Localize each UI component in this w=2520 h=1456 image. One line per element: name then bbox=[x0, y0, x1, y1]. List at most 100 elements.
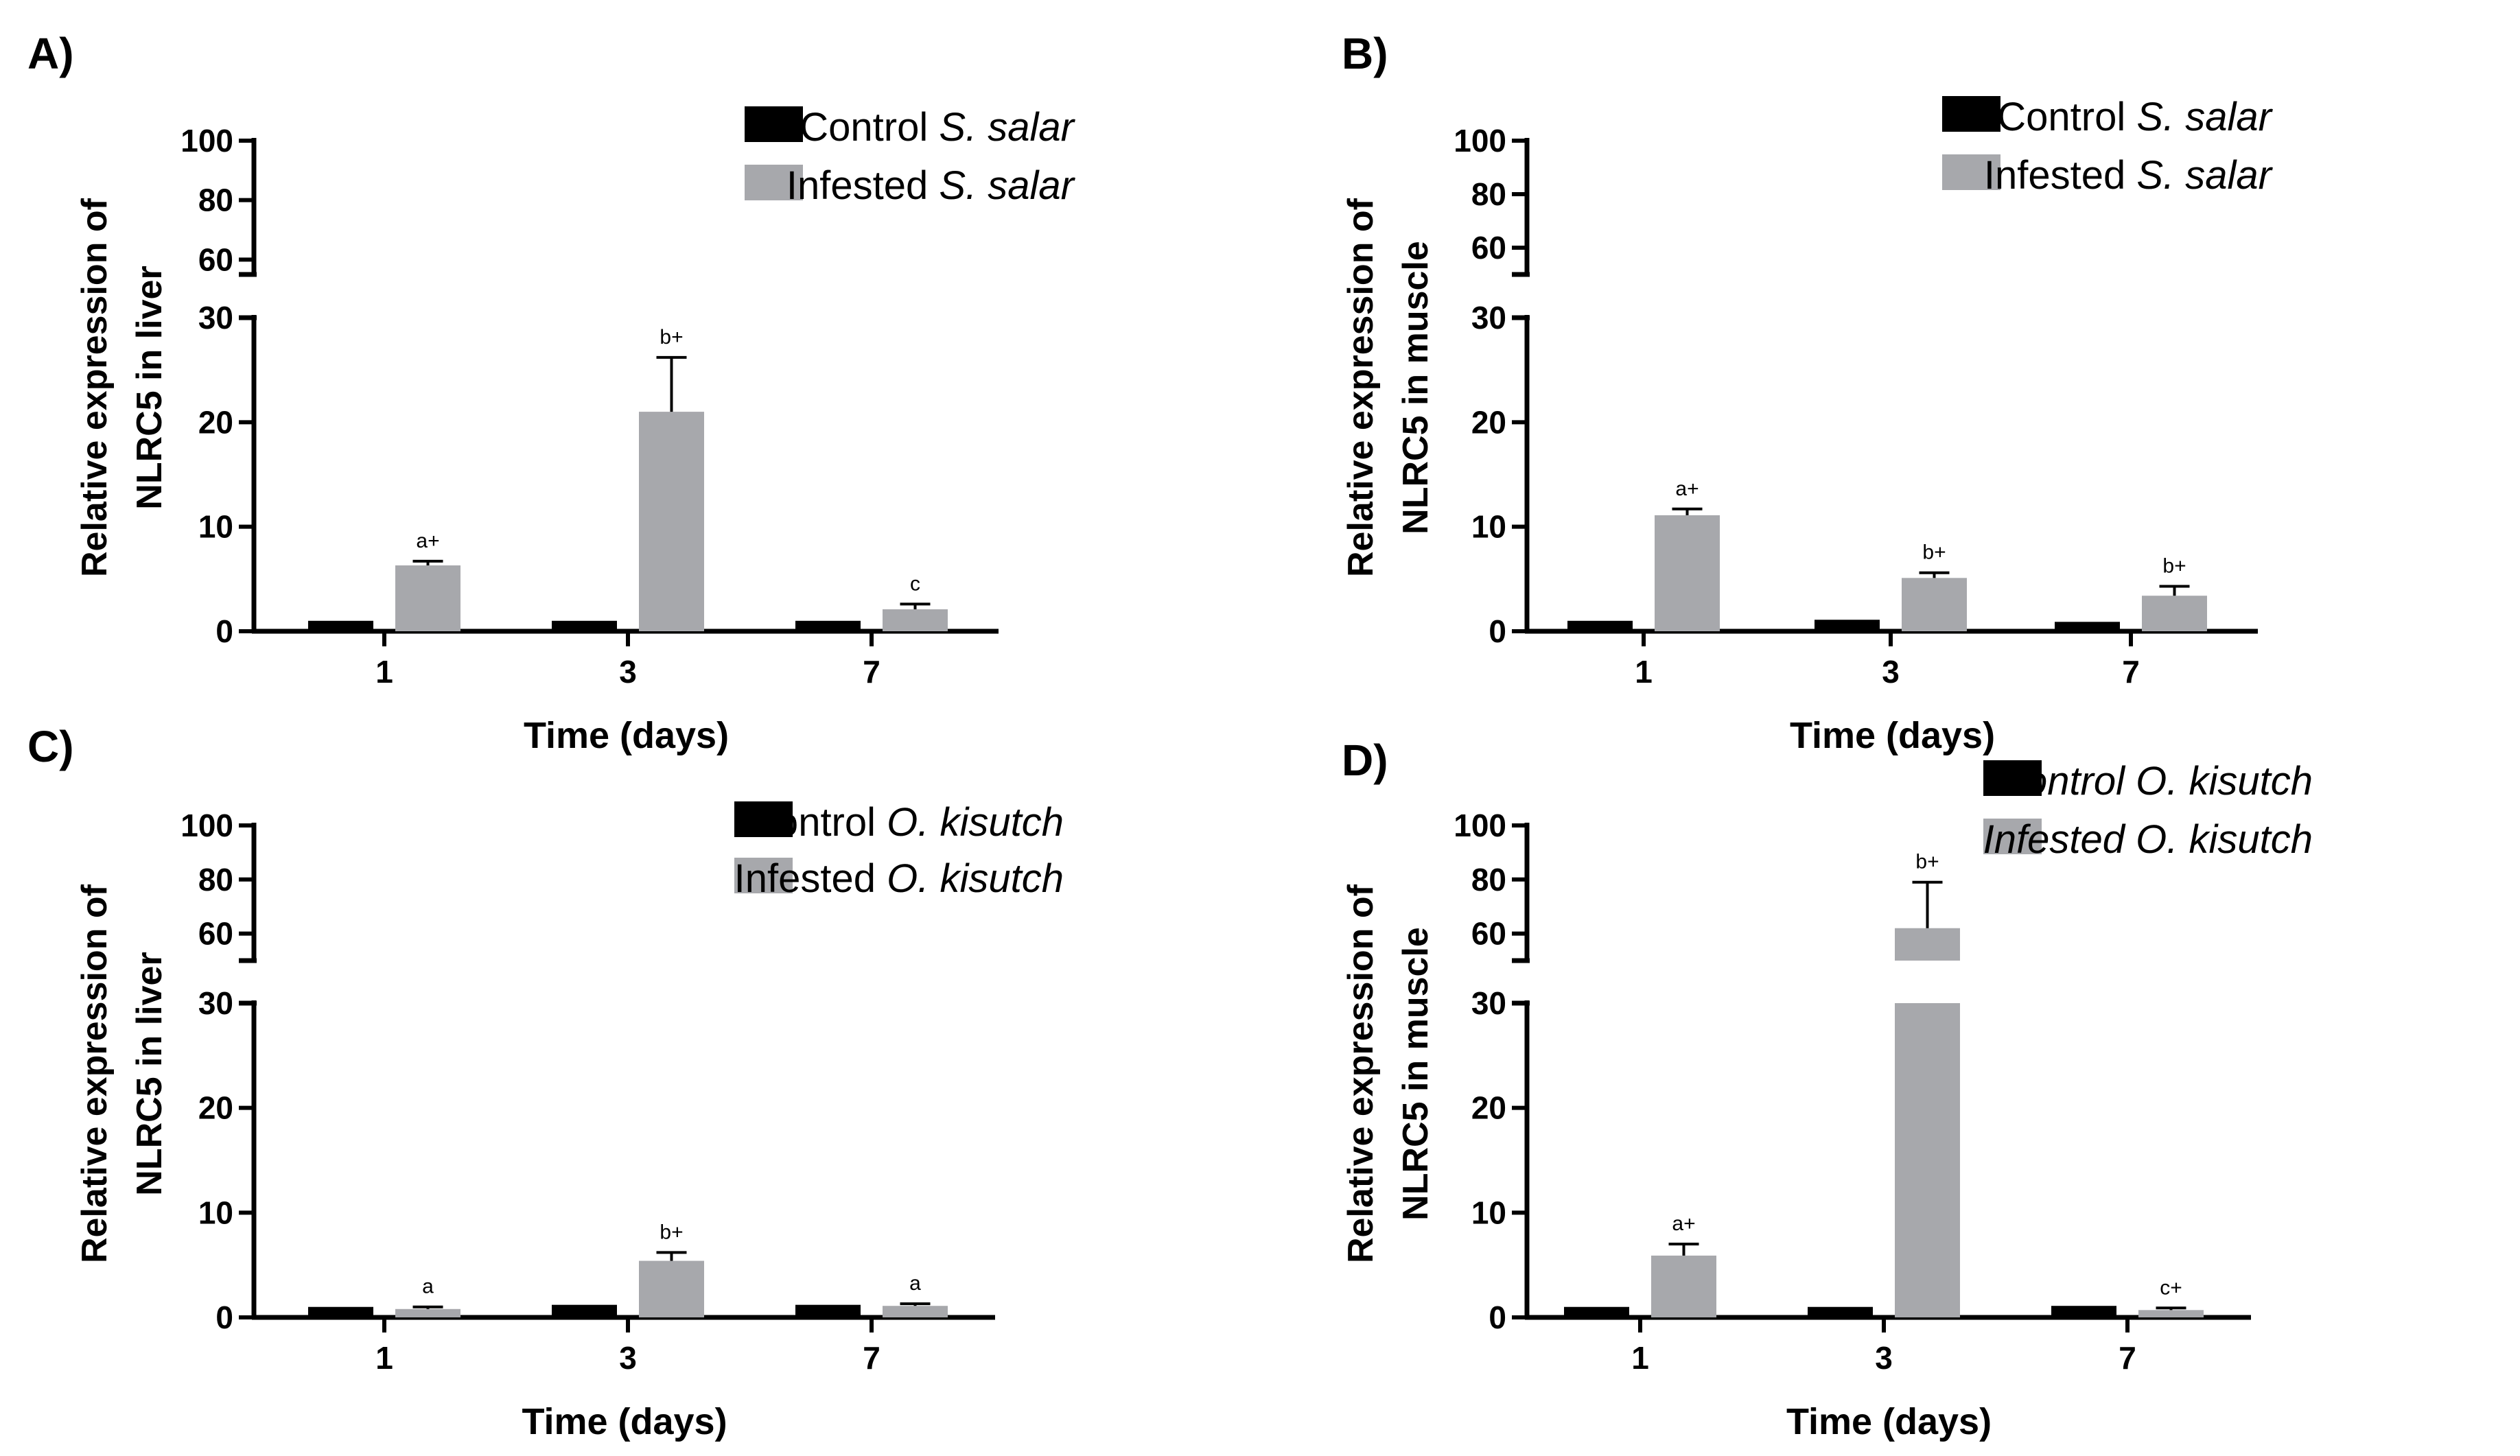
y-tick-label: 60 bbox=[198, 916, 233, 952]
significance-label: c bbox=[910, 572, 920, 595]
bar bbox=[2142, 596, 2207, 631]
legend-entry: Control O. kisutch bbox=[1996, 759, 2313, 803]
panel-label: D) bbox=[1342, 736, 1388, 785]
y-tick-label: 80 bbox=[198, 183, 233, 218]
y-tick-label: 100 bbox=[180, 123, 233, 158]
x-tick-label: 1 bbox=[1631, 1340, 1649, 1376]
legend-text: Infested bbox=[786, 163, 939, 208]
legend-entry: Infested O. kisutch bbox=[734, 856, 1064, 901]
y-tick-label: 30 bbox=[1471, 985, 1506, 1021]
panel-d: D) 0 10 20 30 60 80 100 Relative expression of NL… bbox=[1341, 736, 2313, 1442]
legend-text: Control bbox=[1997, 95, 2136, 139]
bar bbox=[2138, 1310, 2204, 1317]
significance-label: a+ bbox=[1675, 478, 1699, 500]
y-tick-label: 80 bbox=[1471, 862, 1506, 897]
legend-swatch-control bbox=[1942, 96, 2000, 132]
bar bbox=[395, 1308, 460, 1317]
significance-label: a bbox=[909, 1272, 921, 1295]
significance-label: a+ bbox=[1672, 1212, 1695, 1235]
legend-species: S. salar bbox=[2136, 95, 2273, 139]
panel-label: A) bbox=[27, 29, 74, 78]
x-axis-label: Time (days) bbox=[524, 715, 729, 756]
y-tick-label: 10 bbox=[1471, 1195, 1506, 1230]
legend-entry: Control S. salar bbox=[1997, 95, 2273, 139]
bar bbox=[2055, 622, 2120, 631]
y-tick-label: 30 bbox=[1471, 300, 1506, 336]
x-tick-label: 7 bbox=[863, 1340, 880, 1376]
legend-swatch-infested bbox=[1942, 154, 2000, 190]
significance-label: b+ bbox=[2162, 554, 2186, 577]
y-axis-label: Relative expression of bbox=[75, 198, 115, 577]
bar bbox=[2051, 1306, 2116, 1317]
y-tick-label: 100 bbox=[180, 808, 233, 843]
x-tick-label: 7 bbox=[2122, 654, 2140, 690]
legend-swatch-infested bbox=[745, 165, 803, 200]
significance-label: c+ bbox=[2160, 1276, 2182, 1299]
y-tick-label: 10 bbox=[198, 1195, 233, 1230]
x-tick-label: 3 bbox=[619, 654, 637, 690]
significance-label: b+ bbox=[1915, 851, 1939, 873]
y-tick-label: 0 bbox=[215, 613, 233, 649]
legend-entry: Infested O. kisutch bbox=[1983, 817, 2313, 862]
significance-label: b+ bbox=[660, 1221, 683, 1243]
bar bbox=[308, 1306, 373, 1317]
bar bbox=[1902, 578, 1967, 631]
bar bbox=[1895, 1003, 1960, 1317]
legend-species: S. salar bbox=[939, 163, 1075, 208]
legend-text: Infested bbox=[1983, 817, 2136, 862]
legend-species: O. kisutch bbox=[2136, 817, 2313, 862]
panel-c: C) 0 10 20 30 60 80 100 Relative expression of NL… bbox=[27, 722, 1064, 1442]
y-tick-label: 20 bbox=[198, 1090, 233, 1126]
y-tick-label: 10 bbox=[1471, 509, 1506, 545]
significance-label: b+ bbox=[1922, 541, 1946, 564]
bar bbox=[639, 412, 704, 631]
panel-label: B) bbox=[1342, 29, 1388, 78]
y-tick-label: 20 bbox=[1471, 1090, 1506, 1126]
y-tick-label: 30 bbox=[198, 300, 233, 336]
x-tick-label: 7 bbox=[863, 654, 880, 690]
x-axis-label: Time (days) bbox=[522, 1401, 727, 1442]
bar bbox=[795, 1304, 861, 1317]
bar bbox=[552, 1304, 617, 1317]
y-tick-label: 80 bbox=[198, 862, 233, 897]
bar bbox=[1655, 515, 1720, 631]
y-tick-label: 60 bbox=[1471, 230, 1506, 266]
legend-text: Infested bbox=[1984, 153, 2136, 198]
x-tick-label: 1 bbox=[375, 654, 393, 690]
y-tick-label: 100 bbox=[1454, 123, 1506, 158]
y-tick-label: 60 bbox=[1471, 916, 1506, 952]
legend-entry: Infested S. salar bbox=[786, 163, 1076, 208]
x-tick-label: 7 bbox=[2119, 1340, 2136, 1376]
y-tick-label: 20 bbox=[198, 404, 233, 440]
bar bbox=[883, 609, 948, 631]
legend-text: Infested bbox=[734, 856, 887, 901]
y-tick-label: 30 bbox=[198, 985, 233, 1021]
legend-species: S. salar bbox=[2136, 153, 2273, 198]
bar bbox=[883, 1306, 948, 1317]
y-axis-label: Relative expression of bbox=[1341, 198, 1381, 577]
bar bbox=[639, 1260, 704, 1317]
y-tick-label: 0 bbox=[1489, 613, 1506, 649]
legend-text: Control bbox=[1996, 759, 2136, 803]
legend-swatch-infested bbox=[734, 858, 793, 893]
x-tick-label: 3 bbox=[1882, 654, 1900, 690]
legend-swatch-infested bbox=[1983, 819, 2042, 854]
y-axis-label: NLRC5 in muscle bbox=[1396, 241, 1436, 535]
y-axis-label: NLRC5 in liver bbox=[130, 952, 170, 1195]
bar bbox=[1895, 928, 1960, 961]
panel-b: B) 0 10 20 30 60 80 100 Relative expression of NL… bbox=[1341, 29, 2274, 756]
legend-swatch-control bbox=[734, 801, 793, 837]
y-tick-label: 0 bbox=[215, 1300, 233, 1335]
legend-species: O. kisutch bbox=[887, 800, 1064, 845]
y-tick-label: 0 bbox=[1489, 1300, 1506, 1335]
y-axis-label: NLRC5 in muscle bbox=[1396, 927, 1436, 1221]
significance-label: a bbox=[422, 1276, 434, 1298]
legend-swatch-control bbox=[745, 106, 803, 142]
legend-entry: Control S. salar bbox=[800, 105, 1075, 150]
x-tick-label: 3 bbox=[1875, 1340, 1893, 1376]
significance-label: b+ bbox=[660, 326, 683, 349]
bar bbox=[1567, 620, 1633, 631]
x-axis-label: Time (days) bbox=[1790, 715, 1995, 756]
bar bbox=[1808, 1306, 1873, 1317]
legend-text: Control bbox=[800, 105, 939, 150]
